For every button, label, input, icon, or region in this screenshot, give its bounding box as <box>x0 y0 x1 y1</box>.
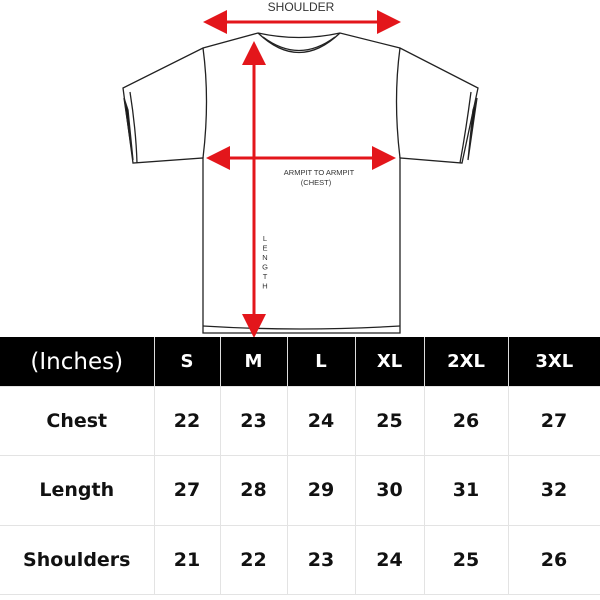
tshirt-outline <box>122 32 479 334</box>
measurement-value: 32 <box>507 455 600 526</box>
measurement-value: 23 <box>286 524 356 596</box>
size-header: XL <box>354 337 424 387</box>
measurement-value: 26 <box>423 385 509 457</box>
measurement-value: 26 <box>507 524 600 596</box>
measurement-value: 22 <box>219 524 288 596</box>
measurement-value: 31 <box>423 455 509 526</box>
measurement-value: 30 <box>354 455 425 526</box>
size-header: 3XL <box>507 337 600 387</box>
measurement-value: 29 <box>286 455 356 526</box>
measurement-value: 23 <box>219 385 288 457</box>
measurement-value: 24 <box>286 385 356 457</box>
size-header-row: (Inches) S M L XL 2XL 3XL <box>0 337 600 387</box>
size-header: L <box>286 337 355 387</box>
unit-header: (Inches) <box>0 337 154 387</box>
size-chart-table: (Inches) S M L XL 2XL 3XL Chest 22 23 24 25 2… <box>0 337 600 596</box>
measurement-value: 24 <box>354 524 425 596</box>
table-row: Length 27 28 29 30 31 32 <box>0 455 600 526</box>
measurement-arrows <box>203 10 401 338</box>
size-header: M <box>219 337 287 387</box>
measurement-value: 22 <box>153 385 221 457</box>
measurement-value: 25 <box>423 524 509 596</box>
measurement-value: 25 <box>354 385 425 457</box>
measurement-value: 27 <box>153 455 221 526</box>
size-header: 2XL <box>423 337 508 387</box>
chest-label-sub: (CHEST) <box>301 178 332 187</box>
size-header: S <box>153 337 220 387</box>
table-row: Shoulders 21 22 23 24 25 26 <box>0 524 600 596</box>
measurement-value: 28 <box>219 455 288 526</box>
table-row: Chest 22 23 24 25 26 27 <box>0 385 600 457</box>
measurement-label: Length <box>0 455 155 526</box>
measurement-value: 27 <box>507 385 600 457</box>
measurement-label: Chest <box>0 385 155 457</box>
measurement-value: 21 <box>153 524 221 596</box>
measurement-label: Shoulders <box>0 524 155 596</box>
shoulder-label: SHOULDER <box>268 0 335 14</box>
chest-label: ARMPIT TO ARMPIT <box>284 168 355 177</box>
